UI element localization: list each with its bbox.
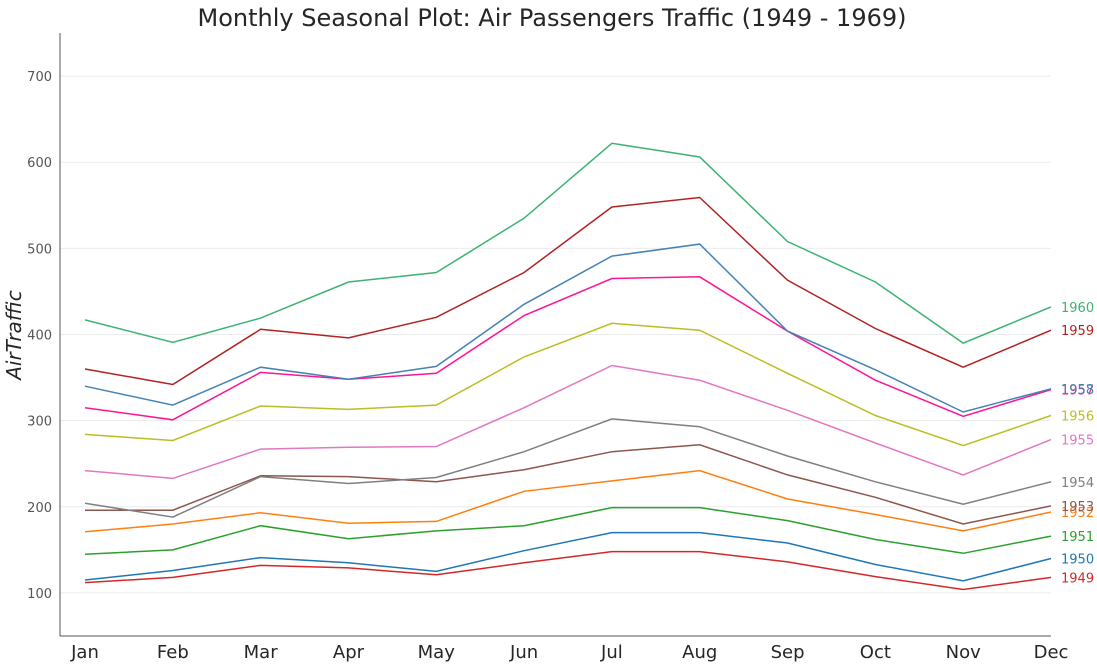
series-line-1954 [84, 418, 1052, 518]
series-line-1952 [84, 469, 1052, 533]
x-tick-label: Sep [771, 642, 805, 663]
y-tick-labels: 100 200 300 400 500 600 700 [27, 70, 52, 602]
y-tick-label: 400 [27, 329, 52, 344]
x-tick-label: Apr [333, 642, 365, 663]
y-tick-label: 100 [27, 587, 52, 602]
series-label-1959: 1959 [1061, 324, 1094, 339]
y-tick-label: 500 [27, 242, 52, 257]
series-label-1950: 1950 [1061, 552, 1094, 567]
x-tick-label: Oct [860, 642, 891, 663]
series-label-1958: 1958 [1061, 383, 1094, 398]
grid-lines [60, 75, 1051, 594]
x-tick-label: Jul [600, 642, 623, 663]
x-tick-label: Dec [1034, 642, 1069, 663]
y-tick-label: 600 [27, 156, 52, 171]
y-tick-label: 300 [27, 415, 52, 430]
series-label-1955: 1955 [1061, 434, 1094, 449]
x-tick-labels: Jan Feb Mar Apr May Jun Jul Aug Sep Oct Nov Dec [70, 642, 1068, 663]
series-label-1960: 1960 [1061, 301, 1094, 316]
series-lines [84, 142, 1052, 591]
series-label-1949: 1949 [1061, 571, 1094, 586]
x-tick-label: Feb [157, 642, 189, 663]
x-tick-label: May [418, 642, 456, 663]
series-line-1958 [84, 243, 1052, 413]
chart-title: Monthly Seasonal Plot: Air Passengers Tr… [198, 4, 907, 32]
series-label-1954: 1954 [1061, 476, 1094, 491]
series-label-1951: 1951 [1061, 530, 1094, 545]
series-line-1951 [84, 506, 1052, 555]
series-line-1949 [84, 550, 1052, 591]
series-line-1953 [85, 444, 1052, 525]
series-label-1956: 1956 [1061, 409, 1094, 424]
series-label-1953: 1953 [1061, 500, 1094, 515]
x-tick-label: Aug [682, 642, 717, 663]
x-tick-label: Mar [244, 642, 279, 663]
y-tick-label: 700 [27, 70, 52, 85]
series-line-1956 [84, 322, 1052, 447]
x-tick-label: Nov [946, 642, 981, 663]
series-line-1957 [84, 276, 1052, 421]
series-line-1960 [84, 142, 1052, 344]
x-tick-label: Jan [70, 642, 99, 663]
series-line-1955 [84, 364, 1052, 480]
series-line-1950 [84, 531, 1052, 582]
y-axis-label: AirTraffic [2, 290, 26, 382]
y-tick-label: 200 [27, 501, 52, 516]
series-line-1959 [84, 196, 1052, 386]
series-label-1957: 1957 [1061, 384, 1094, 399]
series-label-1952: 1952 [1061, 506, 1094, 521]
x-tick-label: Jun [509, 642, 538, 663]
